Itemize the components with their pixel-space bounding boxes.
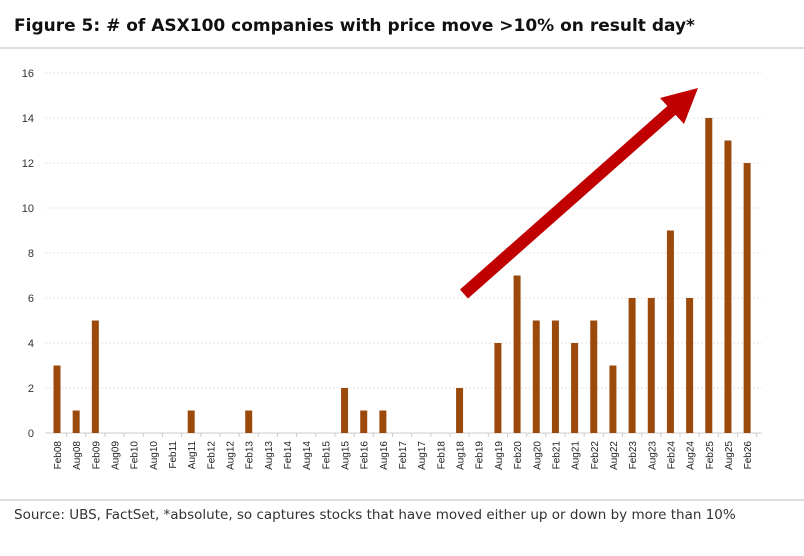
trend-arrow	[460, 88, 698, 299]
x-tick-label: Aug23	[647, 441, 658, 470]
bar	[53, 365, 61, 433]
bar	[609, 365, 617, 433]
bar	[532, 320, 540, 433]
y-tick-label: 6	[28, 293, 34, 305]
x-tick-label: Feb14	[283, 441, 294, 470]
x-tick-label: Aug16	[379, 441, 390, 470]
x-tick-label: Aug09	[111, 441, 122, 470]
source-note: Source: UBS, FactSet, *absolute, so capt…	[14, 507, 736, 523]
y-tick-label: 8	[28, 248, 34, 260]
x-tick-label: Feb15	[321, 441, 332, 470]
bar	[666, 230, 674, 433]
x-tick-label: Feb10	[130, 441, 141, 470]
bar	[341, 388, 349, 433]
bar	[590, 320, 598, 433]
y-tick-label: 12	[22, 158, 34, 170]
x-tick-label: Feb24	[666, 441, 677, 470]
x-tick-label: Aug19	[494, 441, 505, 470]
bar	[628, 298, 636, 433]
x-tick-label: Aug12	[226, 441, 237, 470]
bar	[245, 410, 253, 433]
x-tick-label: Feb19	[475, 441, 486, 470]
x-tick-label: Feb08	[53, 441, 64, 470]
y-tick-label: 4	[28, 338, 34, 350]
bar	[187, 410, 195, 433]
bar	[72, 410, 80, 433]
chart-title: Figure 5: # of ASX100 companies with pri…	[14, 16, 695, 36]
y-tick-label: 0	[28, 428, 34, 440]
x-tick-label: Aug24	[686, 441, 697, 470]
x-tick-label: Aug11	[187, 441, 198, 470]
bar	[513, 275, 521, 433]
x-tick-label: Feb11	[168, 441, 179, 469]
bar	[705, 118, 713, 433]
x-tick-label: Feb25	[705, 441, 716, 470]
x-tick-label: Aug22	[609, 441, 620, 470]
x-tick-label: Aug25	[724, 441, 735, 470]
x-tick-label: Aug14	[302, 441, 313, 470]
x-tick-label: Feb26	[743, 441, 754, 470]
bar	[571, 343, 579, 433]
x-tick-label: Feb12	[206, 441, 217, 470]
x-tick-label: Aug18	[456, 441, 467, 470]
x-tick-label: Feb23	[628, 441, 639, 470]
bar	[360, 410, 368, 433]
x-tick-label: Feb18	[436, 441, 447, 470]
x-tick-label: Feb16	[360, 441, 371, 470]
x-tick-label: Feb13	[245, 441, 256, 470]
x-tick-label: Feb17	[398, 441, 409, 470]
x-tick-label: Aug21	[571, 441, 582, 470]
x-tick-label: Aug15	[341, 441, 352, 470]
bar	[494, 343, 502, 433]
x-tick-label: Aug13	[264, 441, 275, 470]
x-tick-label: Aug20	[532, 441, 543, 470]
bar	[647, 298, 655, 433]
bar	[379, 410, 387, 433]
x-tick-label: Aug17	[417, 441, 428, 470]
x-tick-label: Feb09	[91, 441, 102, 470]
x-tick-label: Feb20	[513, 441, 524, 470]
x-tick-label: Aug10	[149, 441, 160, 470]
x-tick-label: Aug08	[72, 441, 83, 470]
x-tick-label: Feb21	[551, 441, 562, 470]
bar	[456, 388, 464, 433]
y-tick-label: 10	[22, 203, 34, 215]
bar	[91, 320, 99, 433]
bar	[724, 140, 732, 433]
x-tick-label: Feb22	[590, 441, 601, 470]
bar	[743, 163, 751, 433]
bar	[686, 298, 694, 433]
bar	[551, 320, 559, 433]
y-tick-label: 2	[28, 383, 34, 395]
y-tick-label: 16	[22, 68, 34, 80]
y-tick-label: 14	[22, 113, 34, 125]
